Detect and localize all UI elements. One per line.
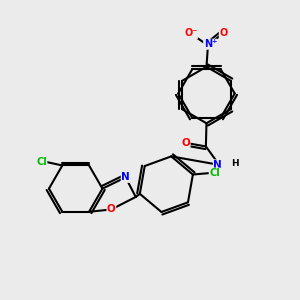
- Text: N⁺: N⁺: [204, 39, 217, 49]
- Text: O: O: [107, 204, 116, 214]
- Text: N: N: [213, 160, 222, 170]
- Text: O⁻: O⁻: [184, 28, 197, 38]
- Text: Cl: Cl: [36, 157, 47, 167]
- Text: Cl: Cl: [209, 168, 220, 178]
- Text: O: O: [181, 138, 190, 148]
- Text: N: N: [121, 172, 130, 182]
- Text: O: O: [219, 28, 227, 38]
- Text: H: H: [231, 160, 238, 169]
